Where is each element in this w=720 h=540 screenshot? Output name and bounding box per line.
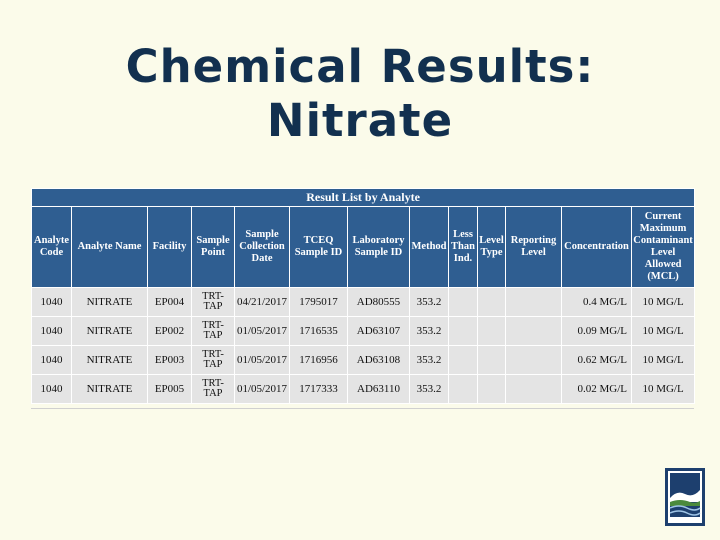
table-row: 1040 NITRATE EP004 TRT- TAP 04/21/2017 179501… xyxy=(31,287,696,317)
cell-mcl: 10 MG/L xyxy=(630,316,696,346)
cell-sample-point: TRT- TAP xyxy=(191,287,235,317)
cell-analyte-name: NITRATE xyxy=(71,316,148,346)
column-header-facility: Facility xyxy=(147,206,192,288)
cell-reporting-level xyxy=(505,374,562,404)
cell-mcl: 10 MG/L xyxy=(630,345,696,375)
cell-mcl: 10 MG/L xyxy=(630,287,696,317)
cell-less-than-ind xyxy=(448,316,478,346)
column-header-reporting-level: Reporting Level xyxy=(505,206,562,288)
cell-level-type xyxy=(477,287,506,317)
column-header-collection-date: Sample Collection Date xyxy=(234,206,290,288)
slide-title-line-2: Nitrate xyxy=(266,94,454,147)
cell-lab-sample-id: AD63110 xyxy=(347,374,410,404)
cell-analyte-name: NITRATE xyxy=(71,374,148,404)
table-body: 1040 NITRATE EP004 TRT- TAP 04/21/2017 179501… xyxy=(31,287,696,404)
cell-lab-sample-id: AD63108 xyxy=(347,345,410,375)
cell-lab-sample-id: AD80555 xyxy=(347,287,410,317)
column-header-tceq-sample-id: TCEQ Sample ID xyxy=(289,206,348,288)
cell-collection-date: 01/05/2017 xyxy=(234,345,290,375)
cell-analyte-name: NITRATE xyxy=(71,287,148,317)
column-header-less-than-ind: Less Than Ind. xyxy=(448,206,478,288)
table-row: 1040 NITRATE EP002 TRT- TAP 01/05/2017 171653… xyxy=(31,316,696,346)
column-header-analyte-name: Analyte Name xyxy=(71,206,148,288)
cell-analyte-code: 1040 xyxy=(31,374,72,404)
cell-method: 353.2 xyxy=(409,316,449,346)
cell-collection-date: 01/05/2017 xyxy=(234,374,290,404)
cell-less-than-ind xyxy=(448,345,478,375)
cell-concentration: 0.62 MG/L xyxy=(561,345,632,375)
cell-tceq-sample-id: 1716535 xyxy=(289,316,348,346)
cell-collection-date: 01/05/2017 xyxy=(234,316,290,346)
results-table-container: Result List by Analyte Analyte Code Analy… xyxy=(30,188,696,404)
cell-less-than-ind xyxy=(448,374,478,404)
cell-method: 353.2 xyxy=(409,345,449,375)
cell-facility: EP002 xyxy=(147,316,192,346)
cell-tceq-sample-id: 1717333 xyxy=(289,374,348,404)
column-header-level-type: Level Type xyxy=(477,206,506,288)
table-caption-row: Result List by Analyte xyxy=(30,188,696,207)
cell-sample-point: TRT- TAP xyxy=(191,345,235,375)
cell-mcl: 10 MG/L xyxy=(630,374,696,404)
slide-title-line-1: Chemical Results: xyxy=(125,40,595,93)
cell-tceq-sample-id: 1716956 xyxy=(289,345,348,375)
cell-lab-sample-id: AD63107 xyxy=(347,316,410,346)
cell-analyte-code: 1040 xyxy=(31,287,72,317)
table-bottom-edge xyxy=(31,408,694,409)
column-header-mcl: Current Maximum Contaminant Level Allowe… xyxy=(630,206,696,288)
cell-level-type xyxy=(477,316,506,346)
cell-analyte-code: 1040 xyxy=(31,345,72,375)
cell-reporting-level xyxy=(505,287,562,317)
table-row: 1040 NITRATE EP003 TRT- TAP 01/05/2017 171695… xyxy=(31,345,696,375)
cell-facility: EP003 xyxy=(147,345,192,375)
cell-reporting-level xyxy=(505,316,562,346)
cell-sample-point: TRT- TAP xyxy=(191,316,235,346)
cell-concentration: 0.4 MG/L xyxy=(561,287,632,317)
slide-title: Chemical Results: Nitrate xyxy=(0,40,720,148)
cell-concentration: 0.02 MG/L xyxy=(561,374,632,404)
table-header-row: Analyte Code Analyte Name Facility Sample P… xyxy=(31,206,696,288)
column-header-analyte-code: Analyte Code xyxy=(31,206,72,288)
results-table: Result List by Analyte Analyte Code Analy… xyxy=(30,188,696,404)
cell-less-than-ind xyxy=(448,287,478,317)
column-header-sample-point: Sample Point xyxy=(191,206,235,288)
cell-reporting-level xyxy=(505,345,562,375)
cell-concentration: 0.09 MG/L xyxy=(561,316,632,346)
cell-analyte-code: 1040 xyxy=(31,316,72,346)
cell-sample-point: TRT- TAP xyxy=(191,374,235,404)
column-header-concentration: Concentration xyxy=(561,206,632,288)
table-row: 1040 NITRATE EP005 TRT- TAP 01/05/2017 171733… xyxy=(31,374,696,404)
cell-tceq-sample-id: 1795017 xyxy=(289,287,348,317)
cell-analyte-name: NITRATE xyxy=(71,345,148,375)
table-caption: Result List by Analyte xyxy=(30,188,696,207)
column-header-method: Method xyxy=(409,206,449,288)
cell-collection-date: 04/21/2017 xyxy=(234,287,290,317)
cell-facility: EP004 xyxy=(147,287,192,317)
cell-level-type xyxy=(477,345,506,375)
cell-level-type xyxy=(477,374,506,404)
agency-logo-icon xyxy=(665,468,705,526)
cell-facility: EP005 xyxy=(147,374,192,404)
cell-method: 353.2 xyxy=(409,374,449,404)
column-header-lab-sample-id: Laboratory Sample ID xyxy=(347,206,410,288)
cell-method: 353.2 xyxy=(409,287,449,317)
